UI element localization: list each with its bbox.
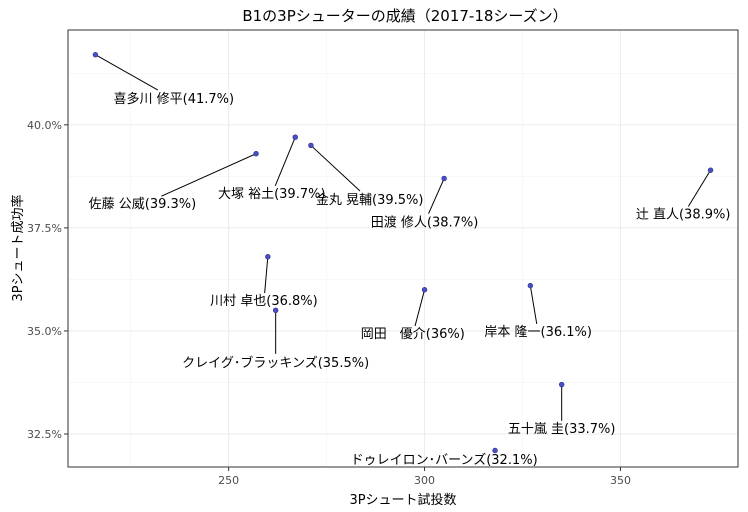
x-axis: 250 300 350 bbox=[218, 467, 631, 487]
data-point bbox=[558, 381, 565, 388]
point-label: 川村 卓也(36.8%) bbox=[210, 294, 318, 309]
data-point bbox=[421, 287, 428, 293]
data-point bbox=[253, 150, 259, 157]
data-point bbox=[92, 52, 99, 58]
point-labels: 喜多川 修平(41.7%) 大塚 裕土(39.7%) 佐藤 公威(39.3%) 金丸 … bbox=[89, 91, 731, 468]
y-tick-label: 35.0% bbox=[27, 325, 62, 338]
point-label: 佐藤 公威(39.3%) bbox=[89, 197, 197, 212]
leader-line bbox=[414, 289, 426, 327]
point-label: 辻 直人(38.9%) bbox=[636, 207, 731, 222]
x-tick-label: 300 bbox=[414, 474, 435, 487]
leader-lines bbox=[95, 54, 711, 421]
grid bbox=[68, 30, 738, 467]
data-point bbox=[265, 254, 271, 260]
leader-line bbox=[161, 153, 257, 197]
y-axis-title: 3Pシュート成功率 bbox=[10, 194, 26, 301]
point-label: 田渡 修人(38.7%) bbox=[371, 215, 479, 231]
leader-line bbox=[310, 145, 361, 192]
data-point bbox=[527, 282, 534, 289]
x-tick-label: 350 bbox=[610, 474, 631, 487]
data-point bbox=[707, 167, 714, 173]
point-label: ドゥレイロン･バーンズ(32.1%) bbox=[351, 452, 538, 468]
data-point bbox=[272, 307, 279, 314]
leader-line bbox=[274, 136, 296, 187]
point-label: 岸本 隆一(36.1%) bbox=[484, 325, 592, 340]
point-label: 岡田 優介(36%) bbox=[361, 327, 465, 342]
y-axis: 32.5% 35.0% 37.5% 40.0% bbox=[27, 119, 68, 441]
data-point bbox=[492, 447, 498, 454]
y-tick-label: 37.5% bbox=[27, 222, 62, 235]
chart-title: B1の3Pシューターの成績（2017-18シーズン） bbox=[242, 7, 567, 25]
point-label: 大塚 裕土(39.7%) bbox=[218, 187, 326, 202]
y-tick-label: 32.5% bbox=[27, 428, 62, 441]
plot-panel bbox=[67, 29, 739, 468]
leader-line bbox=[95, 54, 159, 91]
y-tick-label: 40.0% bbox=[27, 119, 62, 132]
leader-line bbox=[428, 178, 445, 214]
leader-line bbox=[529, 285, 538, 325]
point-label: クレイグ･ブラッキンズ(35.5%) bbox=[182, 355, 369, 371]
data-points bbox=[92, 52, 714, 454]
leader-line bbox=[264, 256, 269, 294]
leader-line bbox=[687, 169, 711, 207]
data-point bbox=[441, 175, 447, 182]
x-axis-title: 3Pシュート試投数 bbox=[349, 492, 456, 508]
data-point bbox=[308, 142, 314, 149]
data-point bbox=[292, 134, 298, 140]
point-label: 喜多川 修平(41.7%) bbox=[114, 91, 235, 107]
point-label: 五十嵐 圭(33.7%) bbox=[508, 422, 616, 437]
point-label: 金丸 晃輔(39.5%) bbox=[316, 192, 424, 208]
x-tick-label: 250 bbox=[218, 474, 239, 487]
